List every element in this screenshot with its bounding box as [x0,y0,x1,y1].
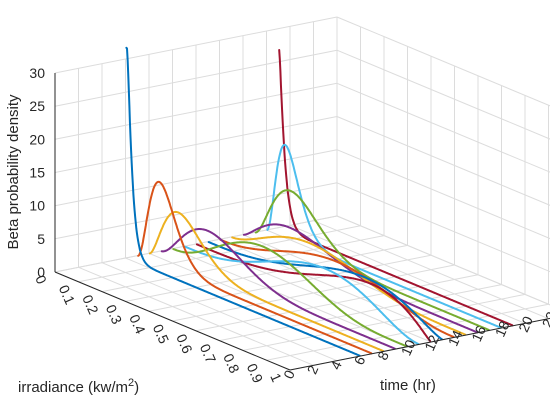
x-axis-line [54,271,291,371]
series-line [137,180,373,355]
x-tick-label: 0.2 [79,292,102,316]
y-tick-label: 12 [421,332,442,353]
z-tick-label: 15 [29,165,45,181]
z-tick-label: 25 [29,98,45,114]
x-tick-label: 0.5 [150,322,173,346]
series-line [195,243,432,342]
grid-line [336,149,550,240]
z-tick-label: 10 [29,198,45,214]
series-line [148,210,385,352]
x-axis-label-close: ) [134,379,139,396]
grid-line [336,215,550,306]
z-tick-label: 5 [37,231,45,247]
grid-line [336,182,550,273]
grid-line [54,182,338,240]
grid-line [219,238,455,338]
series-line [184,245,420,345]
y-tick-label: 16 [468,323,489,344]
series-line [242,223,479,334]
series-line [172,241,408,348]
grid-line [54,49,338,107]
z-axis-label: Beta probability density [5,94,22,250]
series-line [278,49,514,327]
x-tick-label: 0.7 [197,341,220,365]
y-axis-label: time (hr) [380,377,436,394]
z-tick-label: 0 [37,264,45,280]
series-line [125,46,361,357]
x-tick-label: 0.4 [126,312,149,336]
grid-line [336,16,550,107]
grid-line [172,248,408,348]
series-line [266,143,502,329]
x-axis-label-sup: 2 [128,377,134,389]
y-tick-label: 22 [539,309,550,330]
x-tick-label: 0.3 [103,302,126,326]
x-axis-label: irradiance (kw/m2) [18,377,139,396]
grid-line [336,116,550,206]
x-tick-label: 0.6 [173,332,196,356]
grid-line [54,82,338,140]
z-tick-label: 30 [29,65,45,81]
z-tick-label: 20 [29,131,45,147]
axis-edges [54,73,550,371]
grid-line [336,49,550,140]
series-line [160,228,396,350]
series-line [207,241,443,341]
y-tick-label: 20 [515,314,536,335]
grid-line [313,220,549,320]
grid-line [54,16,338,74]
grid-line [78,266,314,366]
y-axis-line [289,317,550,371]
x-tick-label: 0 [32,273,50,287]
y-tick-label: 18 [492,318,513,339]
y-tick-label: 10 [398,337,419,358]
grid-line [54,116,338,173]
y-tick-label: 14 [445,328,466,349]
tick-labels: 0 5 10 15 20 25 30 0 0.1 0.2 0.3 0.4 0.5 0.6 0.7 0.8 0.9… [29,65,550,385]
x-tick-label: 0.8 [220,351,243,375]
x-tick-label: 0.1 [56,283,79,307]
series-line [254,189,490,331]
x-axis-label-main: irradiance (kw/m [18,379,128,396]
x-tick-label: 0.9 [244,361,267,385]
series-group [125,46,514,357]
grid-line [336,82,550,173]
grid-line [54,149,338,207]
grid-line [101,262,338,362]
